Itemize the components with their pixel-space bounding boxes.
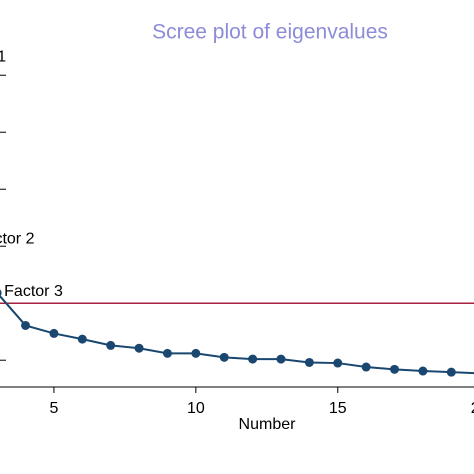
data-point [446,367,456,377]
data-point [106,340,116,350]
point-label: Factor 3 [4,283,63,300]
data-point [276,354,286,364]
data-point [49,328,59,338]
data-point [304,357,314,367]
data-point [162,348,172,358]
data-point [219,352,229,362]
data-point [191,348,201,358]
data-point [361,362,371,372]
x-axis-label: Number [239,416,297,433]
point-label: Factor 1 [0,48,6,65]
data-point [418,366,428,376]
data-point [77,334,87,344]
data-point [0,289,2,297]
x-tick-label: 5 [49,400,58,417]
chart-title: Scree plot of eigenvalues [152,21,388,44]
data-point [134,343,144,353]
x-tick-label: 20 [471,400,474,417]
data-point [248,354,258,364]
x-tick-label: 15 [329,400,347,417]
point-label: Factor 2 [0,231,35,248]
data-point [21,320,31,330]
x-tick-label: 10 [187,400,205,417]
data-point [390,364,400,374]
data-point [333,358,343,368]
series-line [0,294,474,375]
